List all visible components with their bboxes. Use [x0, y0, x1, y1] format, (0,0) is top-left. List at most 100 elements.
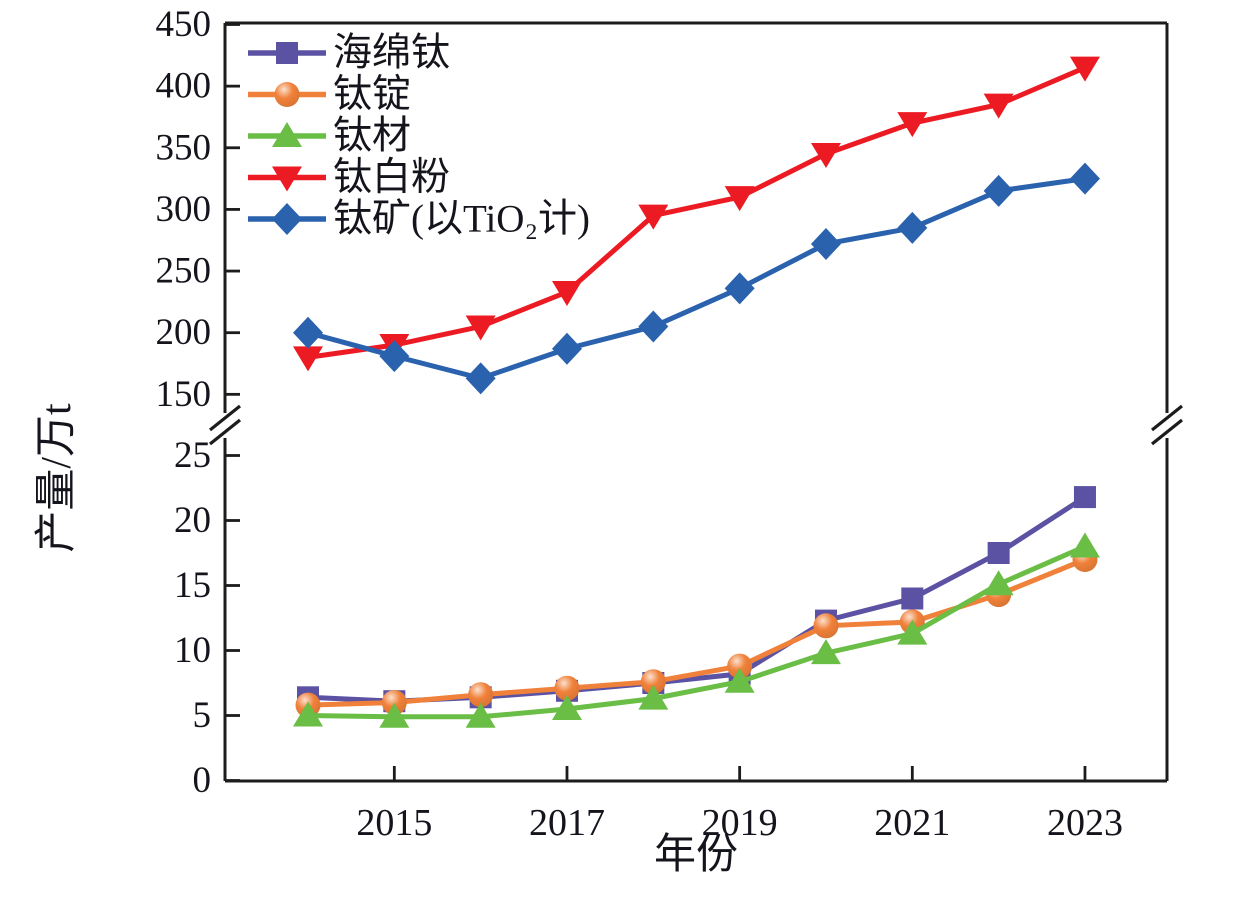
marker-square	[1073, 486, 1096, 509]
marker-circle	[727, 653, 753, 679]
marker-triangle-down	[465, 315, 496, 341]
y-tick-200: 200	[156, 312, 240, 353]
marker-triangle-up	[983, 570, 1014, 596]
y-tick-25: 25	[174, 435, 240, 476]
marker-triangle-up	[293, 701, 323, 727]
legend-label-titanium-dioxide: 钛白粉	[333, 156, 450, 199]
marker-triangle-down	[724, 186, 755, 212]
marker-square	[276, 42, 298, 64]
y-tick-20: 20	[174, 500, 240, 541]
marker-triangle-down	[293, 346, 323, 372]
marker-diamond	[983, 174, 1014, 207]
y-tick-15-label: 15	[174, 565, 211, 606]
y-tick-400: 400	[156, 66, 240, 107]
series-titanium-ingot-line	[307, 557, 1086, 708]
legend-label-titanium-mill-products: 钛材	[333, 115, 411, 158]
marker-square	[901, 587, 924, 610]
legend-item-titanium-ingot: 钛锭	[248, 73, 411, 116]
marker-triangle-down	[638, 204, 669, 230]
marker-diamond	[551, 332, 582, 365]
marker-diamond	[465, 362, 496, 395]
marker-diamond	[724, 272, 755, 305]
y-tick-10: 10	[174, 630, 240, 671]
marker-diamond	[272, 203, 302, 235]
x-tick-2015-label: 2015	[356, 802, 432, 844]
y-axis: 150 200 250 300 350 400 450 0 5 10 15 20 25	[156, 4, 240, 801]
marker-triangle-down	[272, 166, 302, 192]
marker-triangle-down	[983, 93, 1014, 119]
marker-circle	[813, 613, 839, 639]
x-tick-2021-label: 2021	[874, 802, 950, 844]
series-titanium-mill-products	[293, 532, 1100, 728]
marker-circle	[468, 682, 494, 708]
legend-label-titanium-ingot: 钛锭	[333, 73, 411, 116]
y-tick-200-label: 200	[156, 312, 212, 353]
legend-label-titanium-ore: 钛矿(以TiO₂计)	[333, 198, 590, 241]
marker-triangle-down	[810, 142, 841, 168]
y-tick-250-label: 250	[156, 251, 212, 292]
y-tick-350-label: 350	[156, 127, 212, 168]
marker-circle	[554, 675, 580, 701]
y-tick-5-label: 5	[193, 695, 212, 736]
y-axis-title: 产量/万t	[34, 403, 80, 553]
x-tick-2017-label: 2017	[529, 802, 605, 844]
x-tick-2019: 2019	[702, 766, 778, 844]
marker-triangle-up	[1069, 532, 1100, 558]
marker-diamond	[1069, 162, 1100, 195]
marker-triangle-down	[551, 281, 582, 307]
series-titanium-mill-products-line	[307, 544, 1086, 720]
x-tick-2017: 2017	[529, 766, 605, 844]
x-tick-2015: 2015	[356, 766, 432, 844]
y-tick-10-label: 10	[174, 630, 211, 671]
marker-circle	[381, 690, 407, 715]
marker-diamond	[638, 310, 669, 343]
x-tick-2019-label: 2019	[702, 802, 778, 844]
y-tick-20-label: 20	[174, 500, 211, 541]
y-tick-150: 150	[156, 374, 240, 415]
y-tick-400-label: 400	[156, 66, 212, 107]
y-tick-300-label: 300	[156, 189, 212, 230]
x-axis-title: 年份	[654, 831, 738, 878]
series-titanium-ore	[293, 162, 1100, 395]
y-tick-15: 15	[174, 565, 240, 606]
y-tick-0: 0	[193, 760, 240, 801]
legend-item-titanium-dioxide: 钛白粉	[248, 156, 450, 199]
marker-triangle-up	[724, 667, 755, 693]
y-tick-350: 350	[156, 127, 240, 168]
series-titanium-ore-line	[307, 176, 1086, 381]
marker-triangle-up	[551, 695, 582, 720]
y-tick-25-label: 25	[174, 435, 211, 476]
x-tick-2021: 2021	[874, 766, 950, 844]
series-titanium-dioxide	[293, 56, 1100, 372]
marker-triangle-down	[897, 112, 928, 138]
marker-triangle-up	[638, 684, 669, 710]
y-tick-450-label: 450	[156, 4, 212, 45]
plot-border	[223, 21, 1169, 783]
marker-circle	[274, 82, 300, 107]
legend-item-titanium-sponge: 海绵钛	[248, 32, 450, 75]
legend-item-titanium-ore: 钛矿(以TiO₂计)	[248, 198, 590, 241]
marker-square	[987, 542, 1010, 564]
y-tick-450: 450	[156, 4, 240, 45]
marker-triangle-up	[897, 619, 928, 645]
marker-triangle-up	[379, 702, 410, 728]
marker-triangle-up	[272, 122, 302, 147]
y-tick-0-label: 0	[193, 760, 212, 801]
y-tick-5: 5	[193, 695, 240, 736]
x-tick-2023-label: 2023	[1047, 802, 1123, 844]
legend-label-titanium-sponge: 海绵钛	[333, 32, 450, 75]
marker-diamond	[810, 227, 841, 260]
series-titanium-dioxide-line	[307, 65, 1086, 360]
marker-triangle-down	[1069, 56, 1100, 82]
marker-triangle-up	[465, 702, 496, 728]
x-tick-2023: 2023	[1047, 766, 1123, 844]
marker-diamond	[897, 211, 928, 244]
y-tick-250: 250	[156, 251, 240, 292]
y-tick-150-label: 150	[156, 374, 212, 415]
marker-triangle-up	[810, 639, 841, 665]
x-axis: 2015 2017 2019 2021 2023	[356, 766, 1123, 844]
marker-circle	[640, 669, 666, 695]
axis-break-marks	[209, 404, 1183, 446]
